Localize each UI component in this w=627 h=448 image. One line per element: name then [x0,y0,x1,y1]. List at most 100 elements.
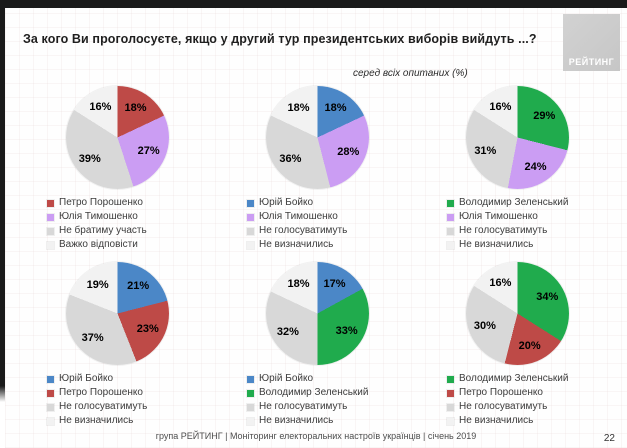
legend-item: Петро Порошенко [47,196,187,210]
legend-label: Юлія Тимошенко [59,211,138,222]
legend-swatch [447,227,454,235]
legend-item: Юрій Бойко [247,196,387,210]
legend-label: Юлія Тимошенко [259,211,338,222]
pie-boyko-vs-poroshenko: 21% 23% 37% 19% [65,262,169,365]
legend-swatch [447,403,454,411]
rating-group-logo: РЕЙТИНГ [563,14,620,71]
legend-item: Не визначились [247,414,387,428]
pie-slice-label: 19% [86,278,109,291]
legend-item: Юрій Бойко [247,372,387,386]
pie-chart-boyko-vs-tymoshenko: 18% 28% 36% 18% Юрій Бойко Юлія Тимошенко Не … [217,84,417,260]
legend-label: Не визначились [459,415,534,426]
legend-label: Не визначились [259,415,334,426]
pie-chart-boyko-vs-zelensky: 17% 33% 32% 18% Юрій Бойко Володимир Зеленсь… [217,260,417,432]
legend-item: Не голосуватимуть [247,224,387,238]
legend-item: Петро Порошенко [447,386,587,400]
pie-slice-label: 16% [489,101,512,114]
pie-slice-label: 18% [287,278,310,291]
legend-item: Не визначились [247,238,387,252]
legend-label: Важко відповісти [59,239,138,250]
legend-swatch [47,375,54,383]
legend-label: Петро Порошенко [459,387,543,398]
legend-item: Не визначились [47,414,187,428]
pie-chart-boyko-vs-poroshenko: 21% 23% 37% 19% Юрій Бойко Петро Порошенко Не… [17,260,217,432]
pie-slice-label: 17% [323,277,346,290]
legend-item: Не голосуватимуть [247,400,387,414]
legend-label: Не голосуватимуть [59,401,148,412]
pie-slice-label: 29% [533,110,556,123]
legend-label: Не голосуватимуть [259,401,348,412]
legend-label: Петро Порошенко [59,197,143,208]
pie-slice-label: 24% [524,160,547,173]
legend-item: Не голосуватимуть [47,400,187,414]
legend-swatch [47,199,54,207]
pie-boyko-vs-tymoshenko: 18% 28% 36% 18% [265,86,369,189]
logo-text: РЕЙТИНГ [568,57,615,67]
legend-label: Не визначились [459,239,534,250]
legend-swatch [247,213,254,221]
legend-swatch [447,199,454,207]
legend-zelensky-vs-tymoshenko: Володимир Зеленський Юлія Тимошенко Не гол… [447,196,587,252]
legend-label: Юрій Бойко [59,373,114,384]
legend-label: Володимир Зеленський [459,197,569,208]
pie-slice-label: 27% [137,145,160,158]
pie-slice-label: 39% [78,152,101,165]
legend-label: Володимир Зеленський [259,387,369,398]
left-edge-bar [0,0,5,402]
legend-swatch [247,227,254,235]
pie-zelensky-vs-tymoshenko: 29% 24% 31% 16% [465,86,569,189]
pie-slice-label: 18% [324,102,347,115]
subtitle: серед всіх опитаних (%) [353,68,468,79]
footer: група РЕЙТИНГ | Моніторинг електоральних… [5,426,627,444]
legend-boyko-vs-poroshenko: Юрій Бойко Петро Порошенко Не голосуватиму… [47,372,187,428]
pie-slice-label: 28% [337,146,360,159]
pie-slice-label: 31% [474,145,497,158]
top-edge-bar [0,0,627,8]
pie-slice-label: 16% [89,101,112,114]
footer-source: група РЕЙТИНГ | Моніторинг електоральних… [155,431,477,441]
legend-item: Не голосуватимуть [447,400,587,414]
pie-slice-label: 23% [136,323,159,336]
legend-swatch [447,389,454,397]
legend-item: Володимир Зеленський [447,372,587,386]
legend-label: Володимир Зеленський [459,373,569,384]
legend-swatch [247,241,254,249]
legend-boyko-vs-zelensky: Юрій Бойко Володимир Зеленський Не голосув… [247,372,387,428]
pie-slice-label: 34% [536,290,559,303]
legend-label: Не голосуватимуть [459,401,548,412]
legend-swatch [47,213,54,221]
pie-slice-label: 33% [335,325,358,338]
legend-item: Не голосуватимуть [447,224,587,238]
legend-item: Володимир Зеленський [247,386,387,400]
legend-label: Петро Порошенко [59,387,143,398]
legend-item: Важко відповісти [47,238,187,252]
legend-item: Володимир Зеленський [447,196,587,210]
pie-slice-label: 18% [124,102,147,115]
legend-item: Не визначились [447,414,587,428]
pie-zelensky-vs-poroshenko: 34% 20% 30% 16% [465,262,569,365]
legend-swatch [47,389,54,397]
legend-item: Юлія Тимошенко [247,210,387,224]
pie-boyko-vs-zelensky: 17% 33% 32% 18% [265,262,369,365]
pie-slice-label: 30% [473,320,496,333]
pie-slice-label: 16% [489,277,512,290]
legend-item: Юлія Тимошенко [447,210,587,224]
pie-poroshenko-vs-tymoshenko: 18% 27% 39% 16% [65,86,169,189]
pie-slice-label: 36% [279,153,302,166]
legend-swatch [47,241,54,249]
legend-label: Не братиму участь [59,225,147,236]
legend-poroshenko-vs-tymoshenko: Петро Порошенко Юлія Тимошенко Не братиму … [47,196,187,252]
pie-slice-label: 18% [287,102,310,115]
legend-item: Юлія Тимошенко [47,210,187,224]
legend-label: Не визначились [259,239,334,250]
pie-chart-zelensky-vs-tymoshenko: 29% 24% 31% 16% Володимир Зеленський Юлія Ти… [417,84,617,260]
slide: За кого Ви проголосуєте, якщо у другий т… [5,8,627,448]
page-title: За кого Ви проголосуєте, якщо у другий т… [23,32,537,46]
legend-swatch [447,417,454,425]
pie-slice-label: 21% [127,280,150,293]
legend-swatch [47,403,54,411]
legend-swatch [447,213,454,221]
legend-item: Не братиму участь [47,224,187,238]
legend-boyko-vs-tymoshenko: Юрій Бойко Юлія Тимошенко Не голосуватимут… [247,196,387,252]
legend-item: Не визначились [447,238,587,252]
